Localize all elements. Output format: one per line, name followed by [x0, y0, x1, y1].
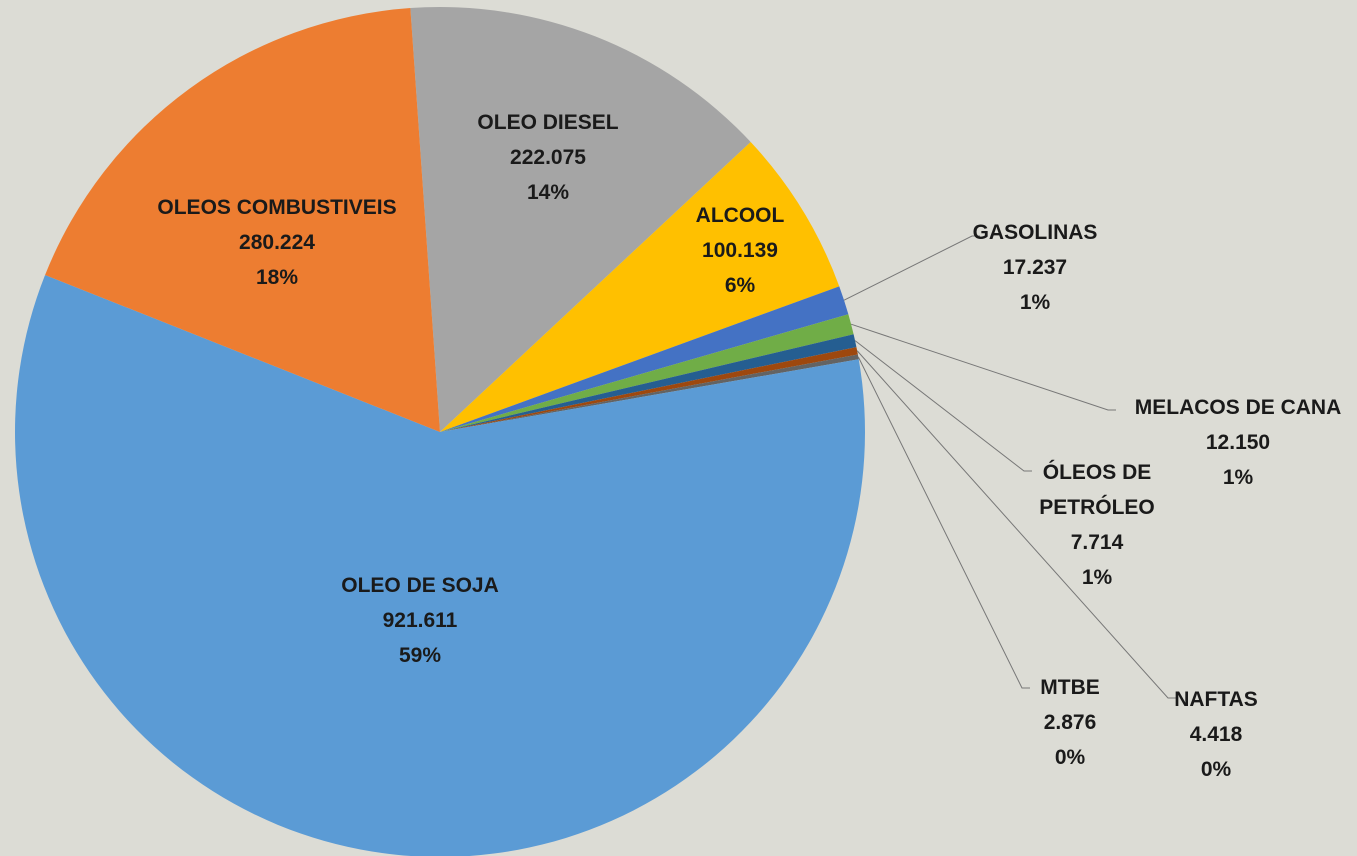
percent-label: 59%	[341, 638, 499, 673]
value-label: 921.611	[341, 603, 499, 638]
percent-label: 0%	[1040, 740, 1100, 775]
value-label: 17.237	[973, 250, 1098, 285]
category-label: NAFTAS	[1174, 682, 1258, 717]
leader-line	[844, 236, 980, 300]
value-label: 7.714	[1027, 525, 1167, 560]
category-label: ÓLEOS DE PETRÓLEO	[1027, 455, 1167, 525]
category-label: MTBE	[1040, 670, 1100, 705]
leader-line	[855, 341, 1032, 471]
value-label: 4.418	[1174, 717, 1258, 752]
value-label: 222.075	[477, 140, 618, 175]
leader-line	[851, 324, 1116, 410]
category-label: MELACOS DE CANA	[1135, 390, 1342, 425]
category-label: OLEO DE SOJA	[341, 568, 499, 603]
percent-label: 0%	[1174, 752, 1258, 787]
category-label: OLEO DIESEL	[477, 105, 618, 140]
page: (() => { const data = JSON.parse(documen…	[0, 0, 1357, 856]
category-label: OLEOS COMBUSTIVEIS	[157, 190, 396, 225]
percent-label: 14%	[477, 175, 618, 210]
value-label: 280.224	[157, 225, 396, 260]
percent-label: 6%	[696, 268, 785, 303]
category-label: ALCOOL	[696, 198, 785, 233]
leader-line	[858, 357, 1030, 688]
category-label: GASOLINAS	[973, 215, 1098, 250]
percent-label: 1%	[973, 285, 1098, 320]
percent-label: 1%	[1027, 560, 1167, 595]
percent-label: 18%	[157, 260, 396, 295]
value-label: 100.139	[696, 233, 785, 268]
value-label: 2.876	[1040, 705, 1100, 740]
